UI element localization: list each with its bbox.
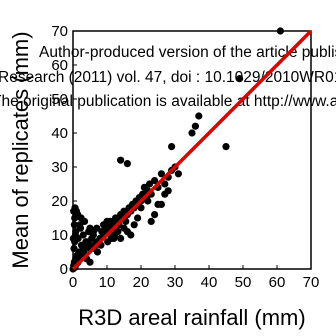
data-point xyxy=(276,27,284,35)
data-point xyxy=(222,143,230,151)
x-tick-label: 40 xyxy=(201,274,218,291)
data-point xyxy=(93,248,102,256)
data-point xyxy=(151,211,159,219)
data-point xyxy=(114,228,122,236)
data-point xyxy=(191,122,199,130)
data-point xyxy=(70,221,78,229)
data-point xyxy=(74,234,82,242)
x-tick-label: 70 xyxy=(303,274,320,291)
data-point xyxy=(123,160,131,168)
x-tick-label: 50 xyxy=(235,274,252,291)
data-points xyxy=(69,27,284,273)
x-axis-label: R3D areal rainfall (mm) xyxy=(78,305,305,330)
data-point xyxy=(195,112,203,120)
y-tick-label: 60 xyxy=(51,57,68,74)
data-point xyxy=(110,234,118,242)
y-tick-label: 50 xyxy=(51,91,68,108)
data-point xyxy=(236,75,244,83)
data-point xyxy=(79,231,87,239)
data-point xyxy=(103,221,111,229)
y-tick-label: 0 xyxy=(60,261,68,278)
data-point xyxy=(117,156,125,164)
data-point xyxy=(151,177,159,185)
data-point xyxy=(144,197,152,205)
x-tick-label: 20 xyxy=(133,274,150,291)
data-point xyxy=(161,190,169,198)
y-axis-label: Mean of replicates (mm) xyxy=(8,31,33,268)
data-point xyxy=(157,200,165,208)
y-tick-label: 30 xyxy=(51,159,68,176)
data-point xyxy=(117,234,125,242)
one-to-one-line-path xyxy=(71,29,313,271)
data-point xyxy=(188,129,196,137)
x-axis-ticks: 0 10 20 30 40 50 60 70 xyxy=(69,265,320,291)
x-tick-label: 60 xyxy=(269,274,286,291)
data-point xyxy=(80,217,89,225)
data-point xyxy=(161,180,169,188)
data-point xyxy=(147,217,155,225)
data-point xyxy=(174,170,182,178)
watermark: Author-produced version of the article p… xyxy=(0,44,336,110)
watermark-line-3: The original publication is available at… xyxy=(0,93,336,110)
data-point xyxy=(157,170,165,178)
y-axis-ticks: 0 10 20 30 40 50 60 70 xyxy=(51,23,77,278)
data-point xyxy=(137,204,145,212)
watermark-line-1: Author-produced version of the article p… xyxy=(39,44,336,61)
y-tick-label: 20 xyxy=(51,193,68,210)
data-point xyxy=(86,258,94,266)
data-point xyxy=(70,245,78,253)
y-tick-label: 70 xyxy=(51,23,68,40)
data-point xyxy=(134,214,142,222)
x-tick-label: 0 xyxy=(69,274,77,291)
data-point xyxy=(127,231,135,239)
x-tick-label: 30 xyxy=(167,274,184,291)
watermark-line-2: Research (2011) vol. 47, doi : 10.1029/2… xyxy=(0,69,336,86)
data-point xyxy=(86,224,94,232)
one-to-one-line xyxy=(71,29,313,271)
y-tick-label: 10 xyxy=(51,227,68,244)
y-tick-label: 40 xyxy=(51,125,68,142)
x-tick-label: 10 xyxy=(99,274,116,291)
data-point xyxy=(145,180,154,188)
plot-frame xyxy=(72,30,312,270)
data-point xyxy=(130,221,138,229)
plot-axes xyxy=(72,30,312,270)
data-point xyxy=(168,143,176,151)
